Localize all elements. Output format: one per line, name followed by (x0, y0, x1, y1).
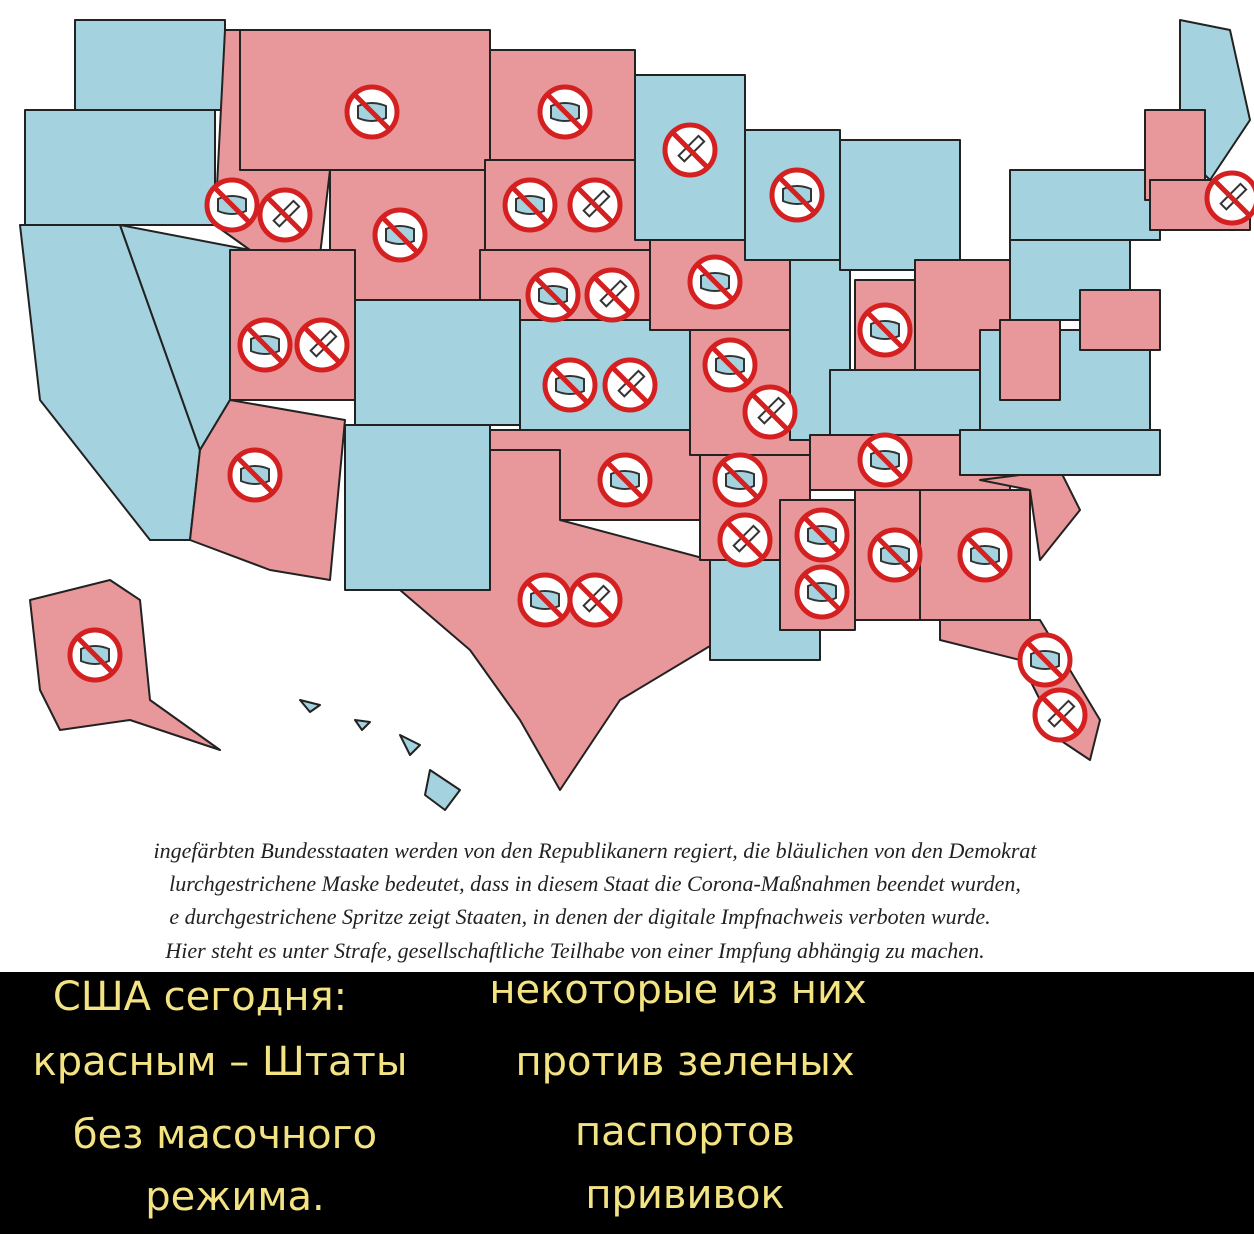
caption-line: Hier steht es unter Strafe, gesellschaft… (164, 938, 984, 963)
overlay-line: режима. (145, 1174, 324, 1220)
overlay-line: без масочного (73, 1112, 377, 1158)
overlay-text: США сегодня: красным – Штаты без масочно… (33, 967, 867, 1220)
caption-line: e durchgestrichene Spritze zeigt Staaten… (169, 904, 990, 929)
overlay-line: США сегодня: (53, 974, 347, 1020)
caption: ingefärbten Bundesstaaten werden von den… (153, 838, 1037, 963)
overlay-box (0, 972, 1254, 1234)
overlay-line: против зеленых (515, 1039, 854, 1085)
overlay-line: паспортов (575, 1109, 795, 1155)
overlay-line: красным – Штаты (33, 1039, 408, 1085)
caption-line: lurchgestrichene Maske bedeutet, dass in… (169, 871, 1021, 896)
overlay-line: прививок (585, 1172, 784, 1218)
caption-line: ingefärbten Bundesstaaten werden von den… (153, 838, 1037, 863)
overlay-line: некоторые из них (489, 967, 866, 1013)
